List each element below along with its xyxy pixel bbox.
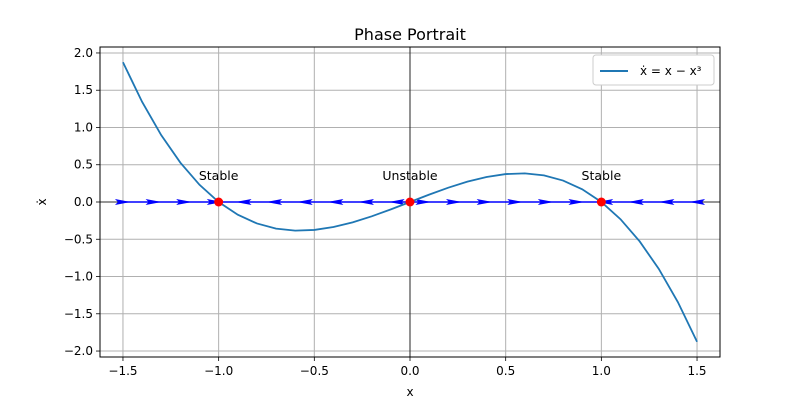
flow-arrow	[627, 199, 644, 205]
x-tick-label: 1.5	[687, 364, 706, 378]
flow-arrow	[537, 199, 554, 205]
flow-arrow	[689, 199, 706, 205]
x-tick-label: 0.0	[400, 364, 419, 378]
flow-arrow	[266, 199, 283, 205]
legend: ẋ = x − x³	[592, 54, 715, 86]
y-tick-label: 1.5	[74, 83, 93, 97]
flow-arrow	[327, 199, 344, 205]
fixed-points	[214, 197, 606, 207]
fixed-point-marker	[405, 197, 415, 207]
fixed-point-annotations: Stable Unstable Stable	[199, 168, 622, 183]
fixed-point-label: Unstable	[382, 168, 438, 183]
y-tick-label: −1.5	[64, 307, 93, 321]
fixed-point-marker	[214, 197, 224, 207]
y-tick-label: 1.0	[74, 120, 93, 134]
flow-arrow	[145, 199, 162, 205]
y-axis-ticks: 2.0 1.5 1.0 0.5 0.0 −0.5 −1.0 −1.5 −2.0	[64, 46, 100, 358]
flow-arrow	[235, 199, 252, 205]
y-tick-label: −2.0	[64, 344, 93, 358]
fixed-point-label: Stable	[199, 168, 239, 183]
y-tick-label: 2.0	[74, 46, 93, 60]
flow-arrow	[658, 199, 675, 205]
x-tick-label: 1.0	[592, 364, 611, 378]
x-tick-label: −1.0	[204, 364, 233, 378]
x-axis-ticks: −1.5 −1.0 −0.5 0.0 0.5 1.0 1.5	[108, 357, 707, 378]
flow-arrow	[415, 199, 432, 205]
x-axis-label: x	[406, 385, 413, 399]
flow-arrow	[568, 199, 585, 205]
fixed-point-marker	[596, 197, 606, 207]
flow-arrow	[176, 199, 193, 205]
fixed-point-label: Stable	[582, 168, 622, 183]
x-tick-label: −0.5	[300, 364, 329, 378]
x-tick-label: −1.5	[108, 364, 137, 378]
x-tick-label: 0.5	[496, 364, 515, 378]
flow-arrow	[357, 199, 374, 205]
legend-label: ẋ = x − x³	[640, 64, 702, 78]
chart-title: Phase Portrait	[354, 25, 466, 44]
flow-arrow	[114, 199, 131, 205]
flow-arrow	[296, 199, 313, 205]
flow-arrow	[507, 199, 524, 205]
flow-arrow	[476, 199, 493, 205]
flow-arrow	[446, 199, 463, 205]
y-axis-label: ẋ	[35, 198, 49, 205]
flow-arrow	[388, 199, 405, 205]
y-tick-label: 0.5	[74, 158, 93, 172]
y-tick-label: 0.0	[74, 195, 93, 209]
y-tick-label: −1.0	[64, 270, 93, 284]
y-tick-label: −0.5	[64, 232, 93, 246]
legend-box	[592, 54, 715, 86]
